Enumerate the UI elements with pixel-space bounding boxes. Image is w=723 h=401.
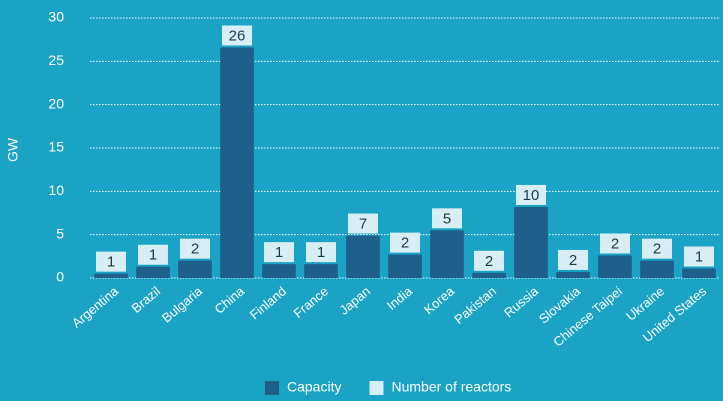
- reactor-box: [222, 25, 252, 46]
- reactor-box: [138, 244, 168, 265]
- reactor-box: [600, 233, 630, 254]
- y-tick-label: 0: [56, 269, 64, 285]
- reactor-label: 2: [653, 241, 661, 258]
- y-tick-label: 20: [48, 95, 64, 111]
- reactor-box: [642, 238, 672, 259]
- bar: [178, 260, 212, 278]
- y-tick-label: 15: [48, 139, 64, 155]
- bar: [556, 271, 590, 278]
- reactor-label: 2: [191, 241, 199, 258]
- y-tick-label: 5: [56, 225, 64, 241]
- reactor-box: [306, 242, 336, 263]
- bar: [472, 272, 506, 278]
- reactor-box: [180, 238, 210, 259]
- reactor-box: [96, 251, 126, 272]
- legend-label: Number of reactors: [391, 379, 511, 395]
- bar: [262, 264, 296, 278]
- y-tick-label: 30: [48, 9, 64, 25]
- bar: [220, 47, 254, 278]
- bar: [598, 255, 632, 278]
- bar: [430, 230, 464, 278]
- legend-label: Capacity: [287, 379, 341, 395]
- reactor-box: [264, 242, 294, 263]
- reactor-label: 2: [611, 235, 619, 252]
- reactor-label: 1: [275, 244, 283, 261]
- reactor-label: 2: [485, 253, 493, 270]
- reactor-label: 10: [523, 187, 540, 204]
- reactor-box: [348, 213, 378, 234]
- reactor-label: 26: [229, 27, 246, 44]
- bar: [682, 268, 716, 278]
- y-tick-label: 25: [48, 52, 64, 68]
- bar: [94, 273, 128, 278]
- bar: [304, 264, 338, 278]
- reactor-box: [516, 184, 546, 205]
- reactor-box: [558, 249, 588, 270]
- reactor-label: 1: [317, 244, 325, 261]
- bar: [640, 260, 674, 278]
- bar: [388, 254, 422, 278]
- reactor-label: 1: [695, 248, 703, 265]
- legend-swatch: [369, 381, 384, 395]
- bar: [514, 206, 548, 278]
- y-axis-label: GW: [5, 137, 21, 162]
- reactor-label: 7: [359, 216, 367, 233]
- reactor-label: 1: [149, 247, 157, 264]
- reactor-box: [390, 232, 420, 253]
- bar: [136, 266, 170, 278]
- reactor-label: 5: [443, 210, 451, 227]
- reactor-box: [684, 246, 714, 267]
- legend-swatch: [265, 381, 279, 395]
- reactor-label: 1: [107, 254, 115, 271]
- reactor-label: 2: [401, 235, 409, 252]
- reactor-box: [474, 250, 504, 271]
- y-tick-label: 10: [48, 182, 64, 198]
- bar: [346, 235, 380, 278]
- reactor-box: [432, 208, 462, 229]
- reactor-label: 2: [569, 252, 577, 269]
